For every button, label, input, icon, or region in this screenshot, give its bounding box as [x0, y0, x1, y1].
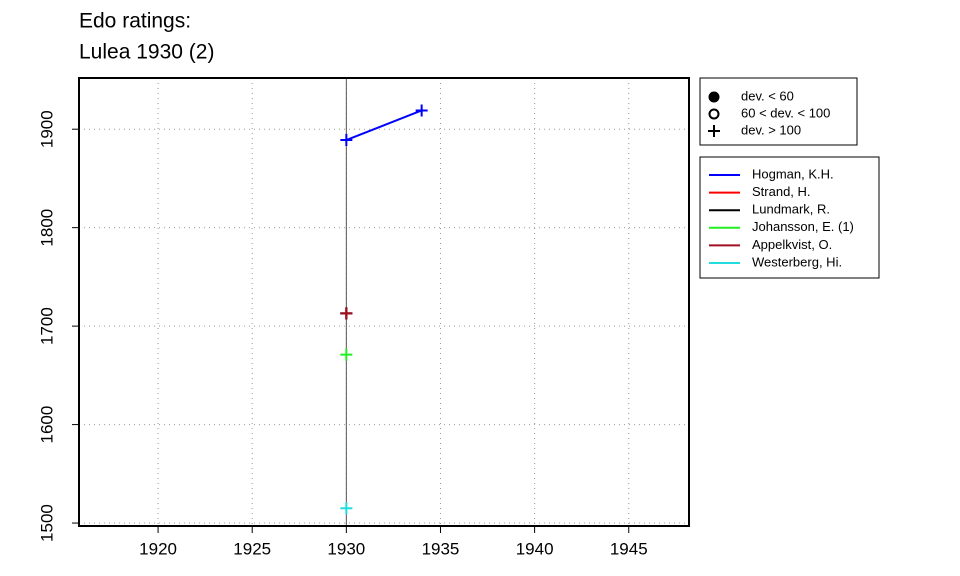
legend-label: dev. > 100 — [741, 122, 801, 137]
legend-symbol — [708, 91, 720, 103]
x-tick-label: 1945 — [610, 539, 648, 558]
legend-label: Johansson, E. (1) — [752, 219, 854, 234]
x-tick-label: 1935 — [422, 539, 460, 558]
chart-subtitle: Lulea 1930 (2) — [79, 41, 214, 64]
plot-frame — [78, 77, 690, 527]
legend-symbol — [708, 108, 720, 120]
y-tick-label: 1600 — [37, 406, 56, 444]
legend-label: Westerberg, Hi. — [752, 254, 842, 269]
legend-label: Hogman, K.H. — [752, 166, 834, 181]
y-tick-label: 1800 — [37, 209, 56, 247]
data-point — [340, 348, 353, 361]
legend-label: Lundmark, R. — [752, 202, 830, 217]
data-point — [340, 307, 353, 320]
series-line — [345, 109, 423, 141]
legend-label: 60 < dev. < 100 — [741, 105, 830, 120]
legend-box — [699, 77, 858, 146]
legend-symbol — [708, 125, 720, 137]
legend-label: Strand, H. — [752, 184, 811, 199]
x-tick-label: 1930 — [327, 539, 365, 558]
legend-label: dev. < 60 — [741, 88, 794, 103]
x-tick-label: 1920 — [139, 539, 177, 558]
data-point — [340, 502, 353, 515]
y-tick-label: 1900 — [37, 110, 56, 148]
x-tick-label: 1940 — [516, 539, 554, 558]
x-tick-label: 1925 — [233, 539, 271, 558]
legend-box — [699, 156, 880, 279]
data-point — [415, 104, 428, 117]
data-point — [340, 134, 353, 147]
chart-title: Edo ratings: — [79, 10, 191, 33]
legend-label: Appelkvist, O. — [752, 237, 832, 252]
y-tick-label: 1500 — [37, 504, 56, 542]
y-tick-label: 1700 — [37, 307, 56, 345]
